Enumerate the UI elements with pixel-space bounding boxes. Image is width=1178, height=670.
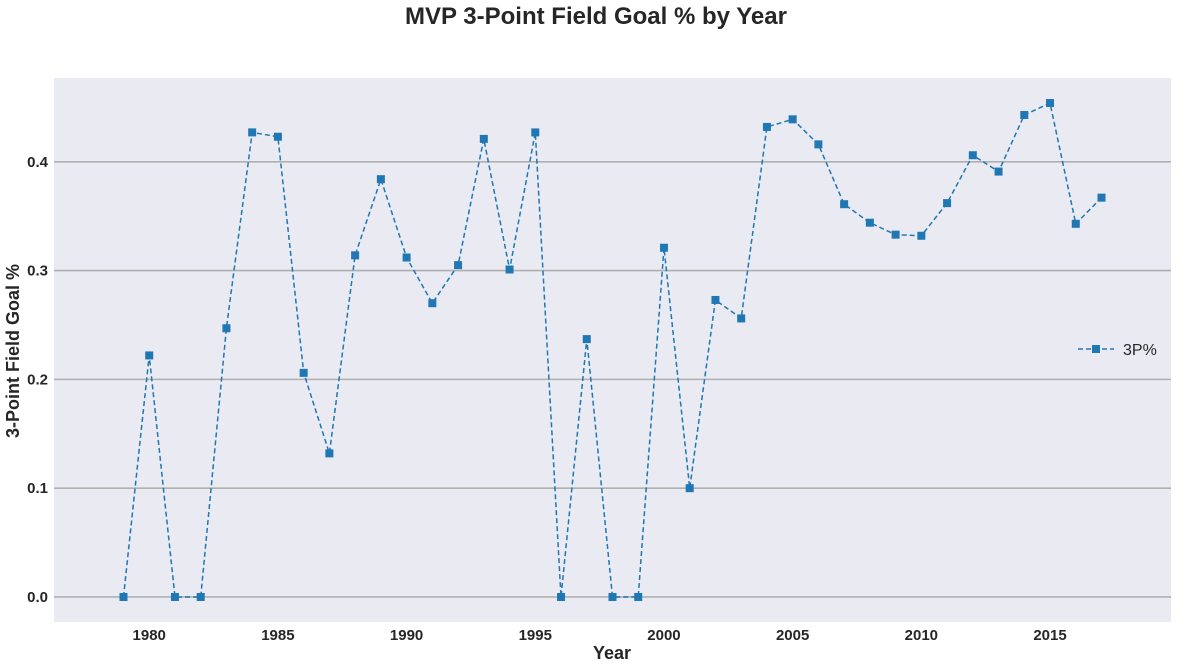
x-tick-label: 2015: [1033, 627, 1066, 644]
data-point: [428, 299, 437, 308]
x-tick-label: 2005: [776, 627, 809, 644]
data-point: [299, 368, 308, 377]
data-point: [634, 592, 643, 601]
data-point: [325, 449, 334, 458]
data-point: [994, 167, 1003, 176]
data-point: [1071, 219, 1080, 228]
data-point: [402, 253, 411, 262]
legend-marker: [1092, 345, 1100, 353]
series-line: [122, 101, 1103, 598]
data-point: [608, 592, 617, 601]
x-tick-label: 1980: [133, 627, 166, 644]
data-point: [865, 218, 874, 227]
y-tick-label: 0.4: [27, 154, 49, 171]
y-tick-label: 0.0: [27, 589, 48, 606]
x-axis-label: Year: [593, 643, 631, 663]
data-point: [788, 115, 797, 124]
plot-area: [54, 78, 1171, 622]
legend-label: 3P%: [1123, 342, 1157, 359]
legend: 3P%: [1078, 342, 1157, 359]
data-point: [582, 335, 591, 344]
data-point: [1020, 110, 1029, 119]
data-point: [531, 128, 540, 137]
data-point: [222, 324, 231, 333]
y-axis-label: 3-Point Field Goal %: [3, 264, 23, 438]
x-tick-label: 1990: [390, 627, 423, 644]
data-point: [840, 200, 849, 209]
data-point: [273, 132, 282, 141]
data-point: [119, 592, 128, 601]
data-point: [917, 231, 926, 240]
x-tick-label: 1995: [519, 627, 552, 644]
data-point: [454, 261, 463, 270]
data-point: [685, 484, 694, 493]
y-tick-label: 0.2: [27, 371, 48, 388]
data-point: [1097, 193, 1106, 202]
data-point: [557, 592, 566, 601]
data-point: [711, 295, 720, 304]
data-point: [376, 175, 385, 184]
data-point: [659, 243, 668, 252]
data-point: [737, 314, 746, 323]
x-tick-label: 2010: [905, 627, 938, 644]
y-tick-label: 0.3: [27, 263, 48, 280]
data-point: [1046, 99, 1055, 108]
data-point: [479, 134, 488, 143]
y-tick-label: 0.1: [27, 480, 48, 497]
chart-title: MVP 3-Point Field Goal % by Year: [405, 3, 787, 30]
data-point: [762, 122, 771, 131]
data-point: [968, 151, 977, 160]
series-group: [119, 99, 1106, 601]
data-point: [170, 592, 179, 601]
data-point: [505, 265, 514, 274]
grid-lines: [54, 160, 1171, 598]
y-axis-ticks: 0.0 0.1 0.2 0.3 0.4: [27, 154, 49, 606]
data-point: [248, 128, 257, 137]
x-tick-label: 2000: [647, 627, 680, 644]
x-tick-label: 1985: [261, 627, 294, 644]
data-point: [145, 351, 154, 360]
data-point: [351, 251, 360, 260]
data-point: [943, 199, 952, 208]
x-axis-ticks: 1980 1985 1990 1995 2000 2005 2010 2015: [133, 627, 1067, 644]
data-point: [814, 140, 823, 149]
data-point: [196, 592, 205, 601]
data-point: [891, 230, 900, 239]
